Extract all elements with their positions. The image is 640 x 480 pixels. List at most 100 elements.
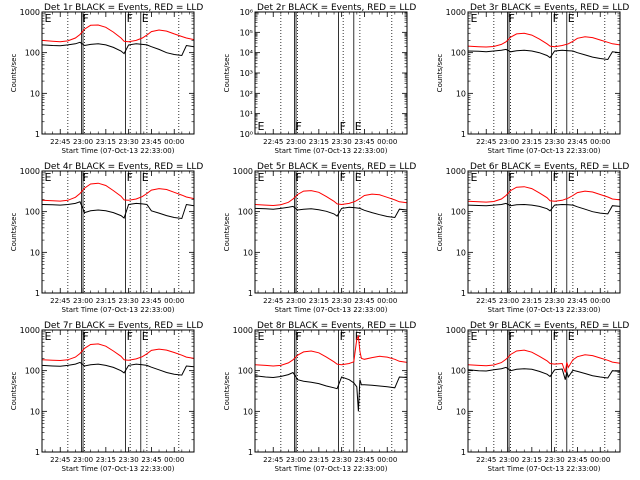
marker-label-f: F [553, 12, 559, 25]
plot-frame [254, 11, 408, 135]
x-axis-label: Start Time (07-Oct-13 22:33:00) [488, 465, 601, 473]
series-line-lld [41, 24, 195, 43]
x-tick-label: 23:45 [567, 138, 587, 146]
x-axis-label: Start Time (07-Oct-13 22:33:00) [275, 465, 388, 473]
x-tick-label: 23:00 [499, 297, 519, 305]
series-line-events [41, 361, 195, 376]
y-tick-label: 1000 [20, 8, 40, 17]
y-tick-label: 10 [30, 89, 40, 98]
x-tick-label: 00:00 [377, 456, 397, 464]
panel-title: Det 5r BLACK = Events, RED = LLD [257, 162, 416, 172]
y-tick-label: 1 [35, 289, 40, 298]
x-tick-label: 22:45 [476, 456, 496, 464]
panel-det-2: Det 2r BLACK = Events, RED = LLD Counts/s… [223, 3, 416, 155]
x-tick-label: 22:45 [476, 297, 496, 305]
x-tick-label: 23:15 [96, 456, 116, 464]
y-tick-label: 10 [243, 248, 253, 257]
marker-label-f: F [509, 171, 515, 184]
x-tick-label: 00:00 [164, 297, 184, 305]
panel-title: Det 7r BLACK = Events, RED = LLD [44, 321, 203, 331]
y-tick-label: 10³ [240, 69, 253, 78]
y-tick-label: 1000 [446, 167, 466, 176]
y-tick-label: 10¹ [240, 110, 253, 119]
y-tick-label: 10 [243, 407, 253, 416]
marker-label-f: F [509, 12, 515, 25]
marker-label-e: E [568, 330, 575, 343]
x-axis-label: Start Time (07-Oct-13 22:33:00) [488, 306, 601, 314]
x-tick-label: 23:00 [286, 297, 306, 305]
y-tick-label: 10⁰ [240, 130, 253, 139]
x-tick-label: 23:45 [141, 456, 161, 464]
marker-label-f: F [83, 12, 89, 25]
plot-frame [467, 170, 621, 294]
x-tick-label: 23:15 [522, 138, 542, 146]
marker-label-e: E [471, 330, 478, 343]
y-tick-label: 1 [461, 289, 466, 298]
y-axis-label: Counts/sec [436, 213, 444, 252]
x-tick-label: 23:45 [354, 138, 374, 146]
x-tick-label: 23:15 [309, 138, 329, 146]
y-axis-label: Counts/sec [223, 213, 231, 252]
x-tick-label: 23:15 [309, 297, 329, 305]
series-line-lld [467, 32, 621, 48]
marker-label-f: F [83, 171, 89, 184]
x-tick-label: 23:30 [332, 297, 352, 305]
series-line-events [467, 202, 621, 215]
panel-det-6: Det 6r BLACK = Events, RED = LLD Counts/s… [436, 162, 629, 314]
x-axis-label: Start Time (07-Oct-13 22:33:00) [62, 306, 175, 314]
y-tick-label: 100 [238, 208, 253, 217]
panel-title: Det 9r BLACK = Events, RED = LLD [470, 321, 629, 331]
x-tick-label: 23:45 [141, 138, 161, 146]
plot-frame [467, 329, 621, 453]
marker-label-e: E [45, 330, 52, 343]
panel-title: Det 6r BLACK = Events, RED = LLD [470, 162, 629, 172]
x-tick-label: 00:00 [590, 297, 610, 305]
x-tick-label: 23:30 [545, 138, 565, 146]
marker-label-f: F [296, 330, 302, 343]
marker-label-e: E [568, 171, 575, 184]
series-line-lld [41, 343, 195, 362]
marker-label-e: E [142, 171, 149, 184]
x-tick-label: 22:45 [263, 138, 283, 146]
marker-label-f: F [127, 330, 133, 343]
x-tick-label: 23:30 [545, 456, 565, 464]
y-tick-label: 1000 [20, 326, 40, 335]
x-tick-label: 22:45 [263, 456, 283, 464]
x-tick-label: 23:15 [96, 138, 116, 146]
y-tick-label: 1 [248, 289, 253, 298]
y-axis-label: Counts/sec [223, 54, 231, 93]
series-line-events [254, 205, 408, 219]
marker-label-e: E [471, 171, 478, 184]
plot-frame [41, 11, 195, 135]
panel-det-4: Det 4r BLACK = Events, RED = LLD Counts/s… [10, 162, 203, 314]
series-line-events [254, 371, 408, 412]
marker-label-f: F [83, 330, 89, 343]
x-tick-label: 00:00 [164, 138, 184, 146]
y-axis-label: Counts/sec [436, 372, 444, 411]
y-tick-label: 10⁶ [240, 8, 253, 17]
x-tick-label: 00:00 [590, 456, 610, 464]
marker-label-e: E [142, 330, 149, 343]
y-tick-label: 100 [451, 208, 466, 217]
series-line-events [467, 366, 621, 380]
panel-title: Det 4r BLACK = Events, RED = LLD [44, 162, 203, 172]
x-tick-label: 23:30 [119, 456, 139, 464]
x-tick-label: 23:30 [332, 138, 352, 146]
x-tick-label: 23:15 [309, 456, 329, 464]
y-tick-label: 1000 [446, 326, 466, 335]
x-axis-label: Start Time (07-Oct-13 22:33:00) [62, 147, 175, 155]
y-tick-label: 100 [451, 367, 466, 376]
y-tick-label: 1 [461, 130, 466, 139]
marker-label-f: F [296, 171, 302, 184]
x-tick-label: 22:45 [263, 297, 283, 305]
marker-label-e: E [258, 171, 265, 184]
x-tick-label: 23:45 [567, 456, 587, 464]
x-axis-label: Start Time (07-Oct-13 22:33:00) [275, 147, 388, 155]
x-tick-label: 23:45 [354, 456, 374, 464]
series-line-events [41, 41, 195, 57]
y-tick-label: 1 [461, 448, 466, 457]
marker-label-f: F [127, 171, 133, 184]
plot-frame [41, 170, 195, 294]
